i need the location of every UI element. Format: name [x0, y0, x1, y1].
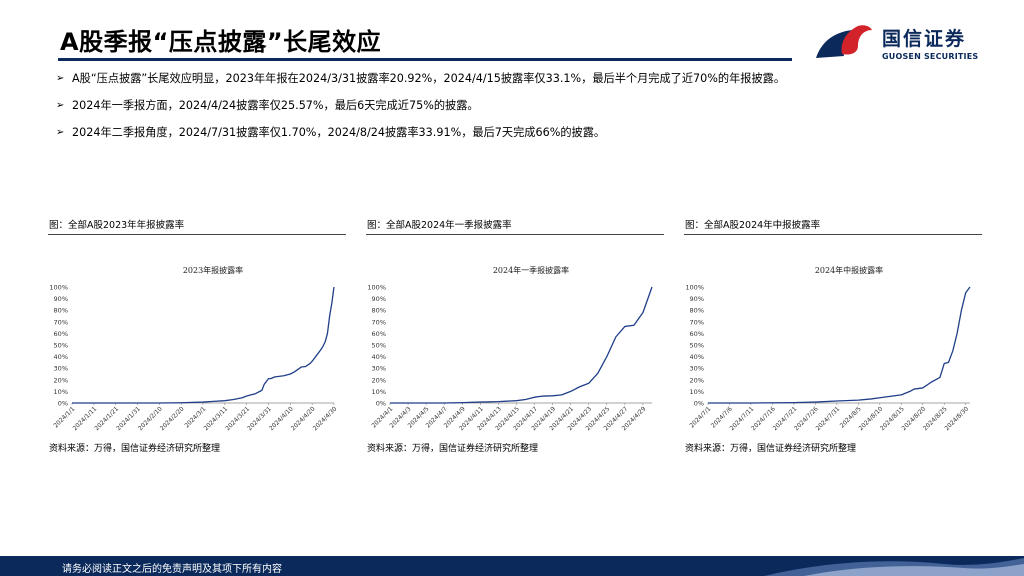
- bullet-text: A股“压点披露”长尾效应明显，2023年年报在2024/3/31披露率20.92…: [72, 72, 786, 85]
- y-tick-label: 90%: [372, 295, 386, 303]
- y-tick-label: 70%: [690, 318, 704, 326]
- y-tick-label: 60%: [372, 330, 386, 338]
- y-tick-label: 30%: [54, 365, 68, 373]
- panel-title: 图：全部A股2023年年报披露率: [48, 220, 346, 235]
- line-chart: 2024年一季报披露率 0% 10% 20% 30% 40% 50% 60% 70% 80% 90%…: [367, 265, 653, 432]
- y-tick-label: 10%: [372, 388, 386, 396]
- series-line: [708, 286, 971, 404]
- chart-panel-q1-2024: 图：全部A股2024年一季报披露率 2024年一季报披露率 0% 10% 20% 30%…: [366, 220, 664, 460]
- arrow-bullet-icon: ➢: [56, 100, 65, 111]
- y-tick-label: 20%: [690, 376, 704, 384]
- source-note: 资料来源：万得，国信证券经济研究所整理: [367, 444, 539, 454]
- y-tick-label: 0%: [694, 400, 704, 408]
- source-note: 资料来源：万得，国信证券经济研究所整理: [49, 444, 221, 454]
- series-line: [390, 286, 653, 404]
- y-tick-label: 60%: [690, 330, 704, 338]
- x-tick-label: 2024/2/20: [159, 405, 186, 432]
- y-tick-label: 30%: [372, 365, 386, 373]
- y-tick-label: 40%: [372, 353, 386, 361]
- chart-title: 2024年一季报披露率: [493, 265, 569, 275]
- chart-panel-interim-2024: 图：全部A股2024年中报披露率 2024年中报披露率 0% 10% 20% 30% 40…: [684, 220, 982, 460]
- y-tick-label: 0%: [58, 400, 68, 408]
- y-tick-label: 80%: [690, 307, 704, 315]
- y-tick-label: 90%: [54, 295, 68, 303]
- y-tick-label: 60%: [54, 330, 68, 338]
- chart-panel-annual-2023: 图：全部A股2023年年报披露率 2023年报披露率 0% 10% 20% 30% 40%…: [48, 220, 346, 460]
- y-tick-label: 10%: [690, 388, 704, 396]
- chart-container: 2024年中报披露率 0% 10% 20% 30% 40% 50% 60% 70% 80% 90% 1…: [684, 235, 982, 435]
- y-tick-label: 90%: [690, 295, 704, 303]
- bullet-item: ➢ A股“压点披露”长尾效应明显，2023年年报在2024/3/31披露率20.…: [56, 71, 996, 87]
- y-tick-label: 80%: [372, 307, 386, 315]
- y-tick-label: 100%: [367, 284, 386, 292]
- company-logo: 国信证券 GUOSEN SECURITIES: [812, 22, 982, 62]
- page-title: A股季报“压点披露”长尾效应: [60, 28, 382, 56]
- x-tick-label: 2024/4/30: [312, 405, 339, 432]
- logo-english-name: GUOSEN SECURITIES: [882, 52, 979, 61]
- y-tick-label: 70%: [372, 318, 386, 326]
- y-tick-label: 50%: [372, 342, 386, 350]
- bullet-item: ➢ 2024年一季报方面，2024/4/24披露率仅25.57%，最后6天完成近…: [56, 98, 996, 114]
- chart-title: 2024年中报披露率: [815, 265, 883, 275]
- line-chart: 2024年中报披露率 0% 10% 20% 30% 40% 50% 60% 70% 80% 90% 1…: [685, 265, 971, 432]
- y-tick-label: 30%: [690, 365, 704, 373]
- logo-mark-icon: [816, 25, 872, 58]
- y-tick-label: 20%: [54, 376, 68, 384]
- y-tick-label: 70%: [54, 318, 68, 326]
- panel-title: 图：全部A股2024年一季报披露率: [366, 220, 664, 235]
- panel-title: 图：全部A股2024年中报披露率: [684, 220, 982, 235]
- chart-title: 2023年报披露率: [183, 265, 243, 275]
- y-tick-label: 80%: [54, 307, 68, 315]
- chart-container: 2024年一季报披露率 0% 10% 20% 30% 40% 50% 60% 70% 80% 90%…: [366, 235, 664, 435]
- y-tick-label: 10%: [54, 388, 68, 396]
- y-tick-label: 40%: [54, 353, 68, 361]
- arrow-bullet-icon: ➢: [56, 73, 65, 84]
- x-tick-label: 2024/7/1: [688, 405, 712, 429]
- footer-bar: 请务必阅读正文之后的免责声明及其项下所有内容: [0, 556, 1024, 576]
- series-line: [72, 286, 335, 404]
- arrow-bullet-icon: ➢: [56, 127, 65, 138]
- y-tick-label: 100%: [685, 284, 704, 292]
- y-tick-label: 100%: [49, 284, 68, 292]
- footer-wave-decoration-icon: [764, 558, 1024, 576]
- disclaimer-text: 请务必阅读正文之后的免责声明及其项下所有内容: [62, 564, 282, 575]
- bullet-text: 2024年二季报角度，2024/7/31披露率仅1.70%，2024/8/24披…: [72, 126, 606, 139]
- bullet-list: ➢ A股“压点披露”长尾效应明显，2023年年报在2024/3/31披露率20.…: [56, 71, 996, 152]
- line-chart: 2023年报披露率 0% 10% 20% 30% 40% 50% 60% 70% 80% 90% 10…: [49, 265, 339, 432]
- bullet-item: ➢ 2024年二季报角度，2024/7/31披露率仅1.70%，2024/8/2…: [56, 125, 996, 141]
- y-tick-label: 0%: [376, 400, 386, 408]
- title-underline: [58, 58, 792, 61]
- y-tick-label: 40%: [690, 353, 704, 361]
- y-tick-label: 50%: [54, 342, 68, 350]
- source-note: 资料来源：万得，国信证券经济研究所整理: [685, 444, 857, 454]
- y-tick-label: 50%: [690, 342, 704, 350]
- bullet-text: 2024年一季报方面，2024/4/24披露率仅25.57%，最后6天完成近75…: [72, 99, 479, 112]
- y-tick-label: 20%: [372, 376, 386, 384]
- logo-chinese-name: 国信证券: [882, 28, 967, 50]
- chart-container: 2023年报披露率 0% 10% 20% 30% 40% 50% 60% 70% 80% 90% 10…: [48, 235, 346, 435]
